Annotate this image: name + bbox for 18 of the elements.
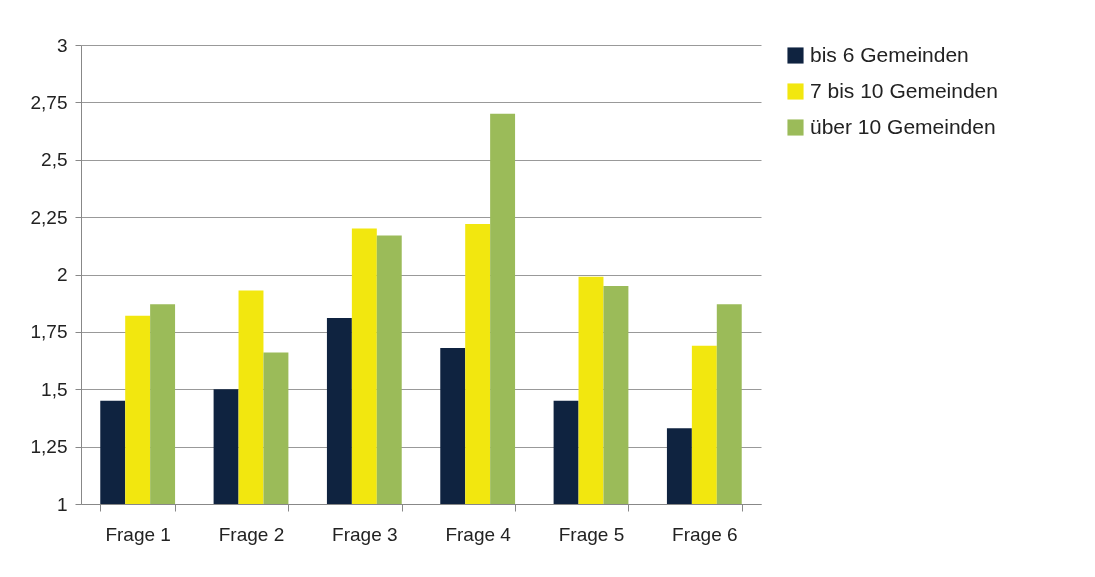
x-tick-label: Frage 3: [332, 523, 398, 545]
x-tick-label: Frage 1: [105, 523, 171, 545]
y-tick-label: 3: [56, 34, 68, 56]
x-tick-label: Frage 2: [218, 523, 285, 545]
y-tick-label: 1,25: [30, 436, 68, 458]
legend-label: über 10 Gemeinden: [810, 114, 996, 138]
x-tick-label: Frage 5: [558, 523, 625, 545]
x-tick-label: Frage 4: [445, 523, 512, 545]
x-tick-label: Frage 6: [672, 523, 738, 545]
y-tick-label: 2,25: [30, 206, 68, 228]
legend-label: bis 6 Gemeinden: [810, 42, 969, 66]
y-tick-label: 1,75: [30, 321, 68, 343]
y-tick-label: 2,75: [30, 91, 68, 113]
legend-label: 7 bis 10 Gemeinden: [810, 78, 998, 102]
y-tick-label: 1: [56, 493, 68, 515]
y-tick-label: 2,5: [41, 149, 68, 171]
y-tick-label: 2: [56, 264, 68, 285]
y-tick-label: 1,5: [41, 378, 68, 400]
